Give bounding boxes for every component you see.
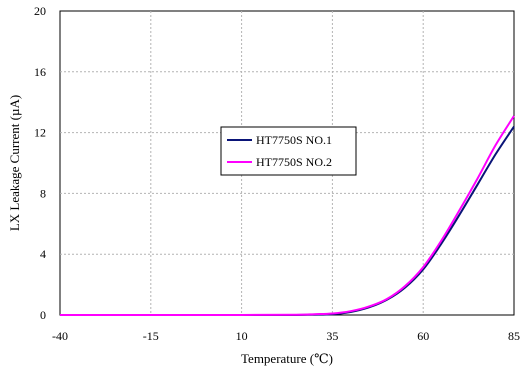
- x-tick-label: -15: [143, 329, 159, 343]
- y-axis-title: LX Leakage Current (µA): [7, 95, 22, 231]
- y-tick-label: 4: [40, 247, 46, 261]
- x-tick-label: 85: [508, 329, 520, 343]
- series-layer: [60, 115, 515, 317]
- x-tick-labels: -40 -15 10 35 60 85: [52, 329, 520, 343]
- y-tick-label: 20: [34, 4, 46, 18]
- legend: HT7750S NO.1 HT7750S NO.2: [220, 126, 357, 176]
- x-tick-label: -40: [52, 329, 68, 343]
- x-axis-title: Temperature (℃): [241, 351, 333, 366]
- y-tick-label: 12: [34, 126, 46, 140]
- legend-box: [220, 126, 357, 176]
- y-tick-labels: 0 4 8 12 16 20: [34, 4, 46, 322]
- y-tick-label: 8: [40, 186, 46, 200]
- legend-label-1: HT7750S NO.1: [256, 133, 332, 147]
- legend-label-2: HT7750S NO.2: [256, 155, 332, 169]
- x-tick-label: 10: [236, 329, 248, 343]
- x-tick-label: 60: [417, 329, 429, 343]
- y-tick-label: 0: [40, 308, 46, 322]
- y-tick-label: 16: [34, 65, 46, 79]
- series-line-2: [60, 115, 515, 317]
- x-tick-label: 35: [326, 329, 338, 343]
